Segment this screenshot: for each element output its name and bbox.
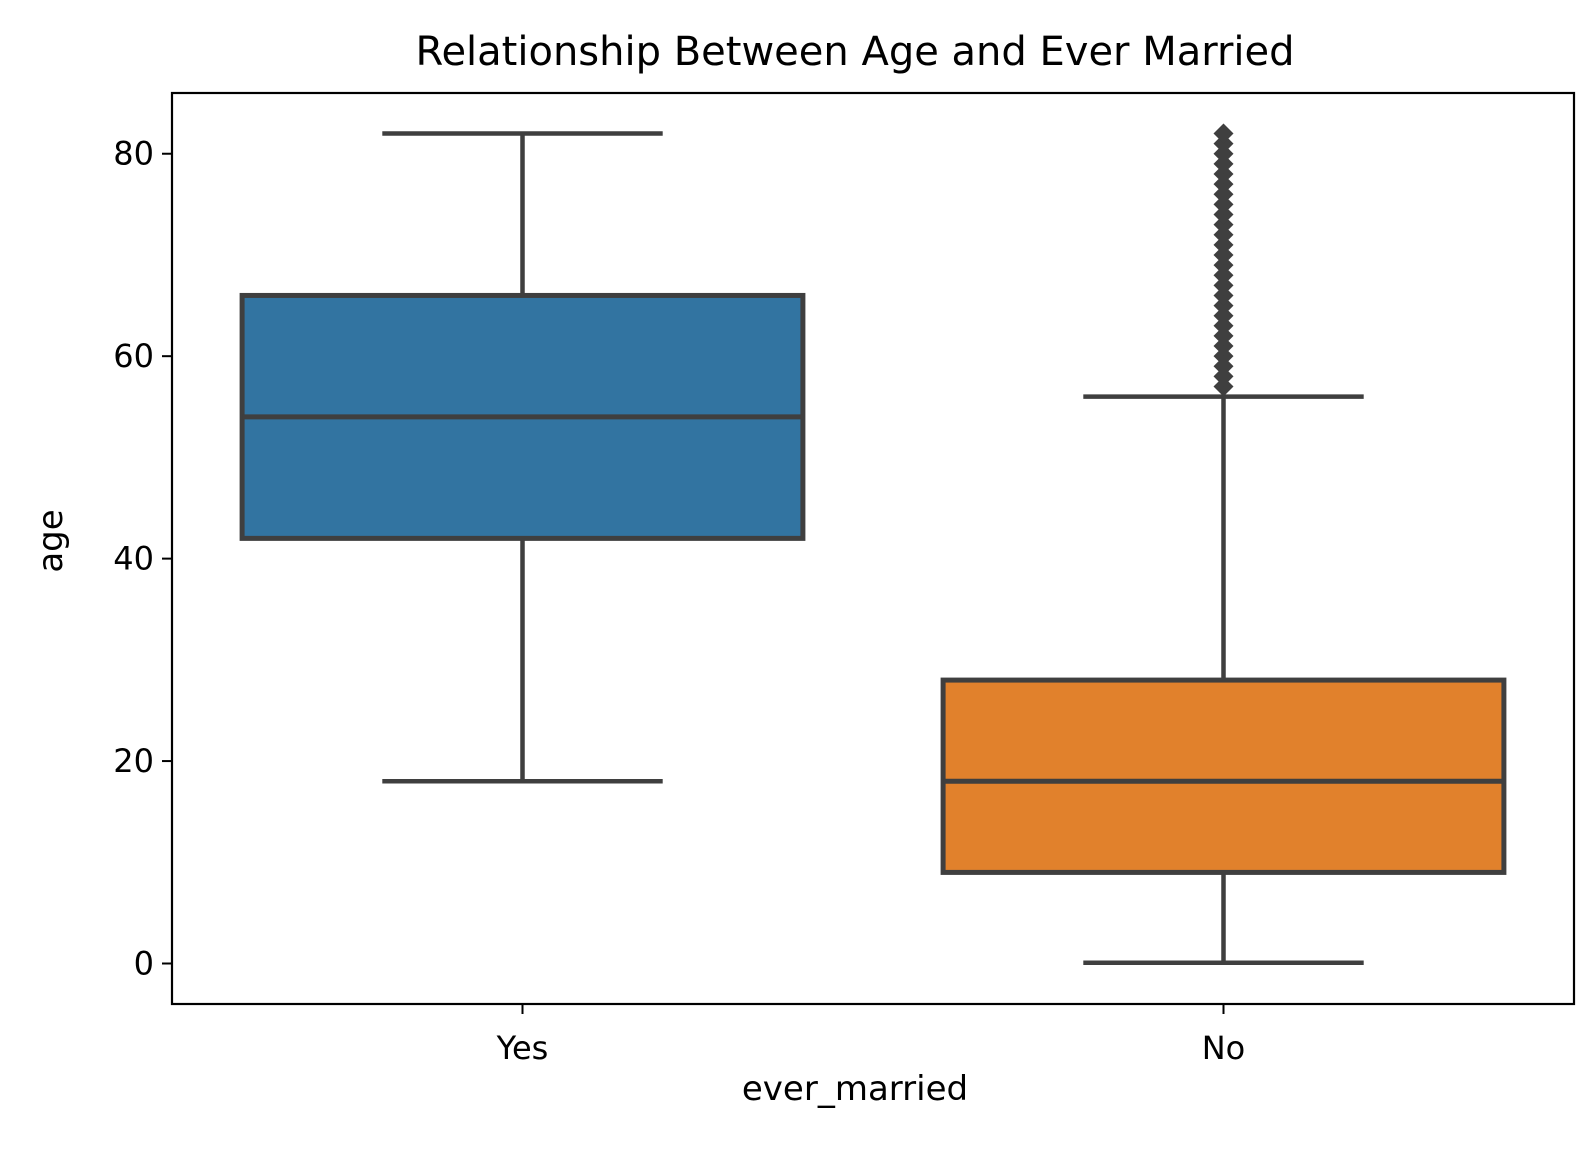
outlier-point [1213, 123, 1234, 144]
outlier-point [1213, 244, 1234, 265]
outlier-point [1213, 194, 1234, 215]
outlier-point [1213, 325, 1234, 346]
outlier-point [1213, 336, 1234, 357]
outlier-point [1213, 234, 1234, 255]
axes: 0 20 40 60 80 Yes No [113, 135, 1245, 1067]
y-tick-label: 0 [134, 945, 154, 983]
outlier-point [1213, 214, 1234, 235]
x-axis-label: ever_married [742, 1069, 968, 1109]
outlier-point [1213, 346, 1234, 367]
outlier-point [1213, 366, 1234, 387]
plot-area [239, 123, 1507, 965]
outlier-point [1213, 275, 1234, 296]
outlier-point [1213, 224, 1234, 245]
outlier-point [1213, 153, 1234, 174]
outlier-point [1213, 356, 1234, 377]
outlier-point [1213, 376, 1234, 397]
outlier-point [1213, 184, 1234, 205]
plot-frame [170, 91, 1576, 1006]
outlier-point [1213, 295, 1234, 316]
outlier-point [1213, 174, 1234, 195]
y-axis-label: age [31, 509, 71, 572]
outlier-point [1213, 305, 1234, 326]
y-tick-label: 60 [113, 337, 154, 375]
outlier-point [1213, 204, 1234, 225]
chart-title: Relationship Between Age and Ever Marrie… [415, 29, 1294, 75]
x-tick-label: No [1202, 1029, 1246, 1067]
outlier-point [1213, 315, 1234, 336]
outlier-point [1213, 285, 1234, 306]
x-tick-label: Yes [496, 1029, 549, 1067]
outlier-point [1213, 133, 1234, 154]
iqr-box [940, 677, 1507, 875]
y-tick-label: 20 [113, 742, 154, 780]
y-tick-label: 80 [113, 135, 154, 173]
outlier-point [1213, 255, 1234, 276]
box-no [940, 123, 1507, 965]
outlier-point [1213, 265, 1234, 286]
outlier-point [1213, 143, 1234, 164]
outlier-point [1213, 163, 1234, 184]
box-yes [239, 131, 806, 784]
y-tick-label: 40 [113, 540, 154, 578]
